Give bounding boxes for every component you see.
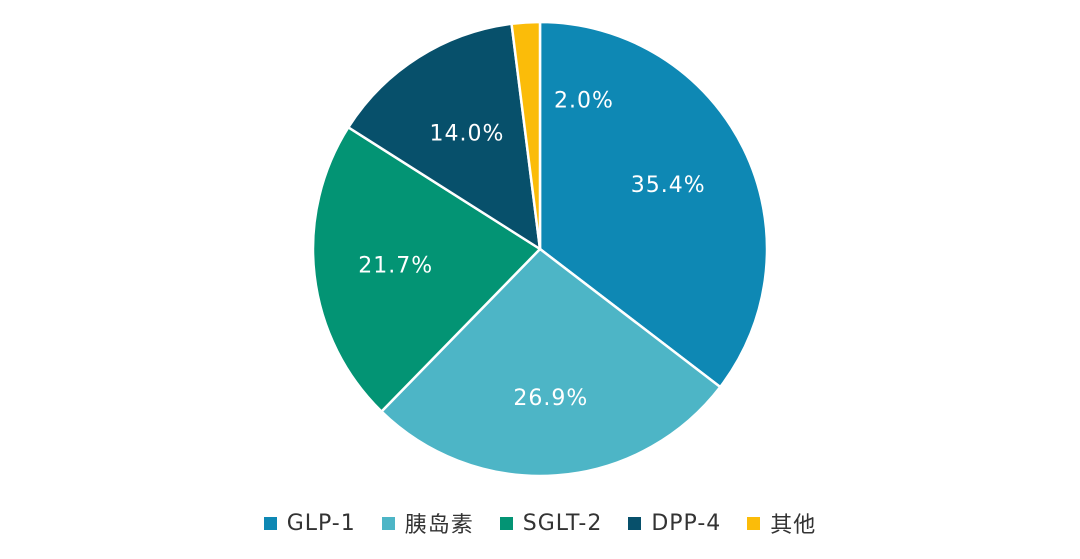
legend-label-other: 其他 — [770, 513, 817, 538]
legend-swatch-insulin — [381, 516, 395, 530]
legend-label-dpp4: DPP-4 — [651, 510, 722, 536]
legend-item-other: 其他 — [747, 507, 816, 539]
legend-swatch-glp1 — [263, 516, 277, 530]
legend-item-glp1: GLP-1 — [263, 510, 356, 536]
legend-item-insulin: 胰岛素 — [381, 507, 474, 539]
legend-swatch-other — [747, 516, 761, 530]
pie-slice-glp1 — [538, 20, 769, 389]
pie-slice-other — [510, 20, 542, 251]
legend-label-glp1: GLP-1 — [286, 510, 356, 536]
legend-label-insulin: 胰岛素 — [404, 513, 474, 538]
data-label-sglt2: 21.7% — [358, 253, 433, 278]
data-label-other: 2.0% — [554, 89, 614, 114]
pie-slice-insulin — [380, 247, 722, 478]
legend-swatch-sglt2 — [499, 516, 513, 530]
legend: GLP-1 胰岛素 SGLT-2 DPP-4 其他 — [0, 507, 1080, 539]
legend-swatch-dpp4 — [628, 516, 642, 530]
pie-slice-dpp4 — [347, 22, 542, 251]
data-label-dpp4: 14.0% — [430, 122, 505, 147]
pie-chart-plot: 35.4% 26.9% 21.7% 14.0% 2.0% — [311, 20, 769, 478]
data-label-glp1: 35.4% — [631, 173, 706, 198]
data-label-insulin: 26.9% — [513, 386, 588, 411]
legend-item-sglt2: SGLT-2 — [499, 510, 603, 536]
pie-slice-sglt2 — [311, 126, 542, 413]
legend-label-sglt2: SGLT-2 — [522, 510, 603, 536]
legend-item-dpp4: DPP-4 — [628, 511, 721, 536]
